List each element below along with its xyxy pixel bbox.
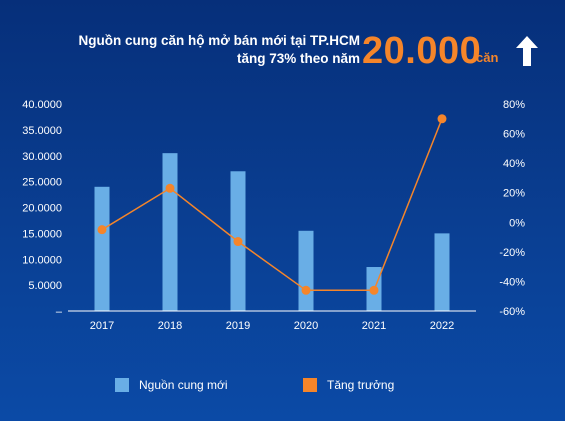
- headline-line-2: tăng 73% theo năm: [236, 51, 360, 66]
- x-axis-tick-label: 2018: [158, 320, 182, 332]
- legend: Nguồn cung mới Tăng trưởng: [0, 376, 565, 396]
- x-axis-tick-label: 2020: [294, 320, 318, 332]
- up-arrow-icon: [516, 36, 538, 66]
- legend-item-growth: Tăng trưởng: [303, 378, 394, 392]
- legend-swatch-supply: [115, 378, 129, 392]
- growth-point-2019: [233, 237, 243, 247]
- bar-2017: [94, 186, 110, 311]
- chart-header: Nguồn cung căn hộ mở bán mới tại TP.HCM …: [0, 0, 565, 90]
- left-axis-tick-label: 30.0000: [22, 151, 62, 163]
- right-axis-tick-label: 80%: [503, 99, 525, 111]
- right-axis-tick-label: -20%: [499, 247, 525, 259]
- x-axis-tick-label: 2022: [430, 320, 454, 332]
- headline: Nguồn cung căn hộ mở bán mới tại TP.HCM …: [60, 32, 360, 68]
- right-axis-tick-label: -40%: [499, 276, 525, 288]
- headline-line-1: Nguồn cung căn hộ mở bán mới tại TP.HCM: [78, 33, 360, 48]
- x-axis-ticks: 2017 2018 2019 2020 2021 2022: [90, 320, 454, 332]
- right-axis-tick-label: 0%: [509, 217, 525, 229]
- line-series: [97, 114, 447, 295]
- right-axis-tick-label: 60%: [503, 129, 525, 141]
- left-axis-tick-label: 25.0000: [22, 177, 62, 189]
- right-axis-tick-label: 40%: [503, 158, 525, 170]
- right-axis-tick-label: 20%: [503, 188, 525, 200]
- growth-point-2020: [301, 285, 311, 295]
- growth-line: [101, 118, 443, 292]
- left-axis-tick-label: 15.0000: [22, 228, 62, 240]
- growth-point-2017: [97, 225, 107, 235]
- x-axis-tick-label: 2017: [90, 320, 114, 332]
- growth-point-2018: [165, 183, 175, 193]
- bar-2022: [434, 233, 450, 311]
- left-axis-ticks: – 5.0000 10.0000 15.0000 20.0000 25.0000 30.00…: [22, 99, 63, 318]
- left-axis-tick-label: 35.0000: [22, 125, 62, 137]
- legend-label-growth: Tăng trưởng: [327, 378, 395, 392]
- growth-point-2022: [437, 114, 447, 124]
- left-axis-tick-label: –: [56, 306, 63, 318]
- highlight-value: 20.000: [362, 30, 482, 72]
- growth-point-2021: [369, 285, 379, 295]
- legend-item-supply: Nguồn cung mới: [115, 378, 228, 392]
- right-axis-ticks: -60% -40% -20% 0% 20% 40% 60% 80%: [499, 99, 525, 318]
- left-axis-tick-label: 20.0000: [22, 203, 62, 215]
- left-axis-tick-label: 10.0000: [22, 254, 62, 266]
- bar-2018: [162, 153, 178, 311]
- bar-2020: [298, 230, 314, 311]
- left-axis-tick-label: 5.0000: [28, 280, 62, 292]
- x-axis-tick-label: 2019: [226, 320, 250, 332]
- right-axis-tick-label: -60%: [499, 306, 525, 318]
- legend-label-supply: Nguồn cung mới: [139, 378, 228, 392]
- highlight-unit: căn: [476, 50, 499, 65]
- left-axis-tick-label: 40.0000: [22, 99, 62, 111]
- x-axis-tick-label: 2021: [362, 320, 386, 332]
- legend-swatch-growth: [303, 378, 317, 392]
- bar-series: [94, 153, 450, 311]
